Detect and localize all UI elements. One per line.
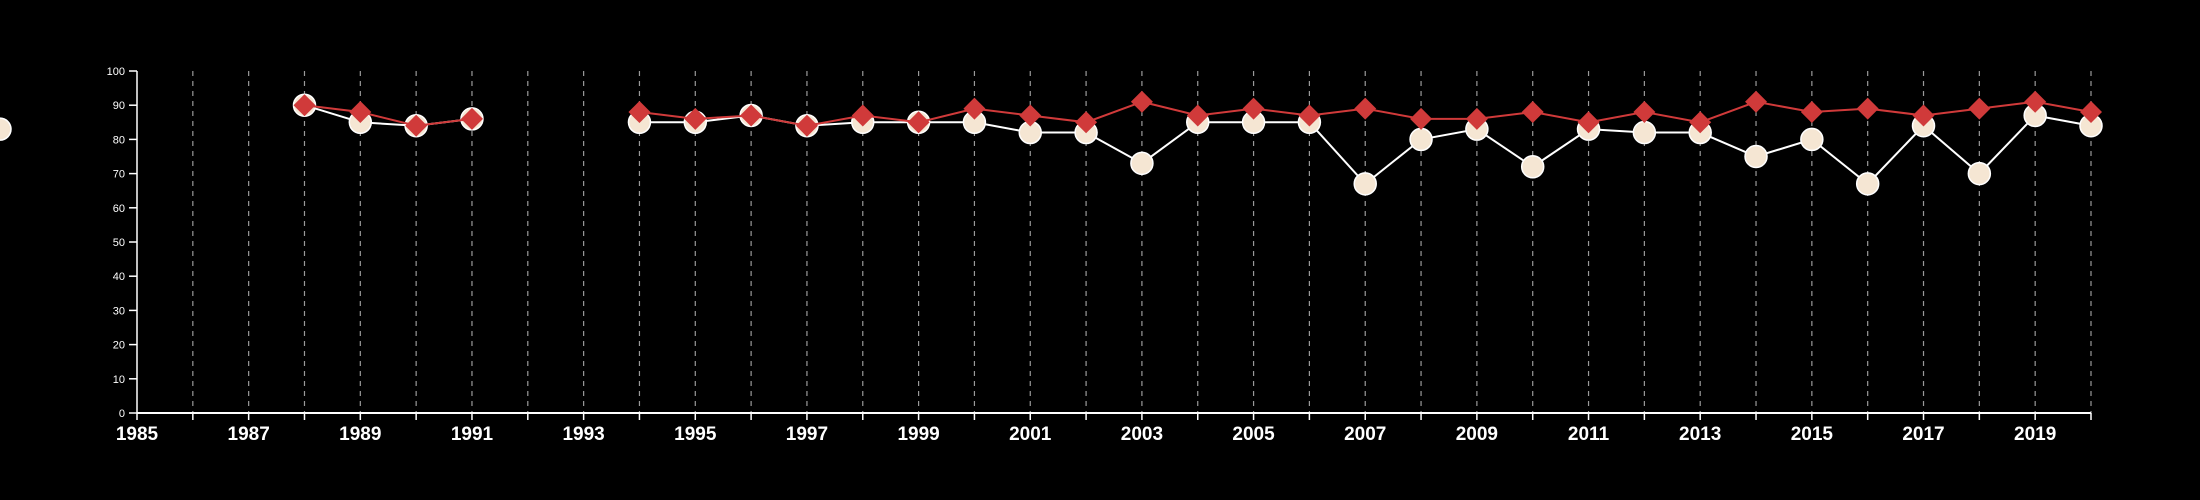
data-point [628, 101, 651, 124]
data-point [684, 107, 707, 130]
data-point [2080, 101, 2102, 124]
data-point [1465, 107, 1488, 130]
data-point [851, 104, 874, 127]
gridlines [192, 71, 2092, 413]
y-tick-label: 0 [119, 408, 125, 420]
data-point [1633, 101, 1656, 124]
x-tick-label: 1999 [897, 424, 939, 445]
series-1 [0, 93, 2103, 196]
data-point [1967, 161, 1992, 186]
data-point [1075, 111, 1098, 134]
data-point [740, 104, 763, 127]
x-tick-label: 2003 [1121, 424, 1163, 445]
y-tick-label: 100 [107, 66, 125, 78]
data-point [1800, 101, 1823, 124]
x-tick-label: 2001 [1009, 424, 1052, 445]
data-point [293, 94, 316, 117]
data-point [1353, 172, 1377, 196]
data-point [405, 114, 428, 137]
y-tick-label: 80 [113, 134, 125, 146]
x-tick-label: 1989 [339, 424, 381, 445]
x-tick-label: 2005 [1232, 424, 1275, 445]
data-point [1689, 111, 1712, 134]
x-tick-label: 2015 [1791, 424, 1834, 445]
data-point [1968, 97, 1991, 120]
data-point [1242, 97, 1265, 120]
data-point [0, 117, 12, 141]
x-tick-label: 1997 [786, 424, 828, 445]
data-point [1577, 111, 1600, 134]
x-tick-label: 2013 [1679, 424, 1721, 445]
series [0, 90, 2103, 196]
data-point [349, 101, 372, 124]
x-tick-label: 2009 [1456, 424, 1498, 445]
data-point [460, 107, 483, 130]
data-point [963, 97, 986, 120]
x-tick-label: 2019 [2014, 424, 2056, 445]
series-2 [293, 90, 2102, 137]
x-tick-label: 1985 [116, 424, 159, 445]
data-point [1130, 151, 1154, 176]
data-point [1745, 90, 1768, 113]
x-tick-label: 2017 [1902, 424, 1944, 445]
x-tick-label: 1991 [451, 424, 494, 445]
data-point [1520, 155, 1545, 179]
y-tick-label: 20 [113, 340, 125, 352]
data-point [1632, 120, 1657, 145]
y-tick-label: 40 [113, 271, 125, 283]
data-point [1410, 107, 1433, 130]
data-point [1521, 101, 1544, 124]
data-point [1409, 127, 1433, 152]
y-tick-label: 60 [113, 203, 125, 215]
data-point [1298, 104, 1321, 127]
y-tick-label: 30 [113, 305, 125, 317]
data-point [1186, 104, 1209, 127]
y-tick-label: 70 [113, 169, 125, 181]
y-tick-label: 50 [113, 237, 125, 249]
data-point [1019, 104, 1042, 127]
series-line [304, 104, 473, 127]
data-point [907, 111, 930, 134]
x-tick-label: 1987 [228, 424, 270, 445]
data-point [1912, 104, 1935, 127]
axes: 0 10 20 30 40 50 60 70 80 90 100 1985 1987 1989 1991 19… [107, 66, 2092, 445]
data-point [1130, 90, 1153, 113]
x-tick-label: 2011 [1568, 424, 1610, 445]
data-point [1744, 144, 1768, 169]
x-tick-label: 1995 [674, 424, 717, 445]
data-point [1855, 172, 1880, 196]
x-tick-label: 1993 [562, 424, 604, 445]
y-tick-label: 90 [113, 100, 125, 112]
y-tick-label: 10 [113, 374, 125, 386]
data-point [1856, 97, 1879, 120]
data-point [2024, 90, 2047, 113]
data-point [795, 114, 818, 137]
x-tick-label: 2007 [1344, 424, 1386, 445]
data-point [1354, 97, 1377, 120]
data-point [1800, 127, 1824, 152]
